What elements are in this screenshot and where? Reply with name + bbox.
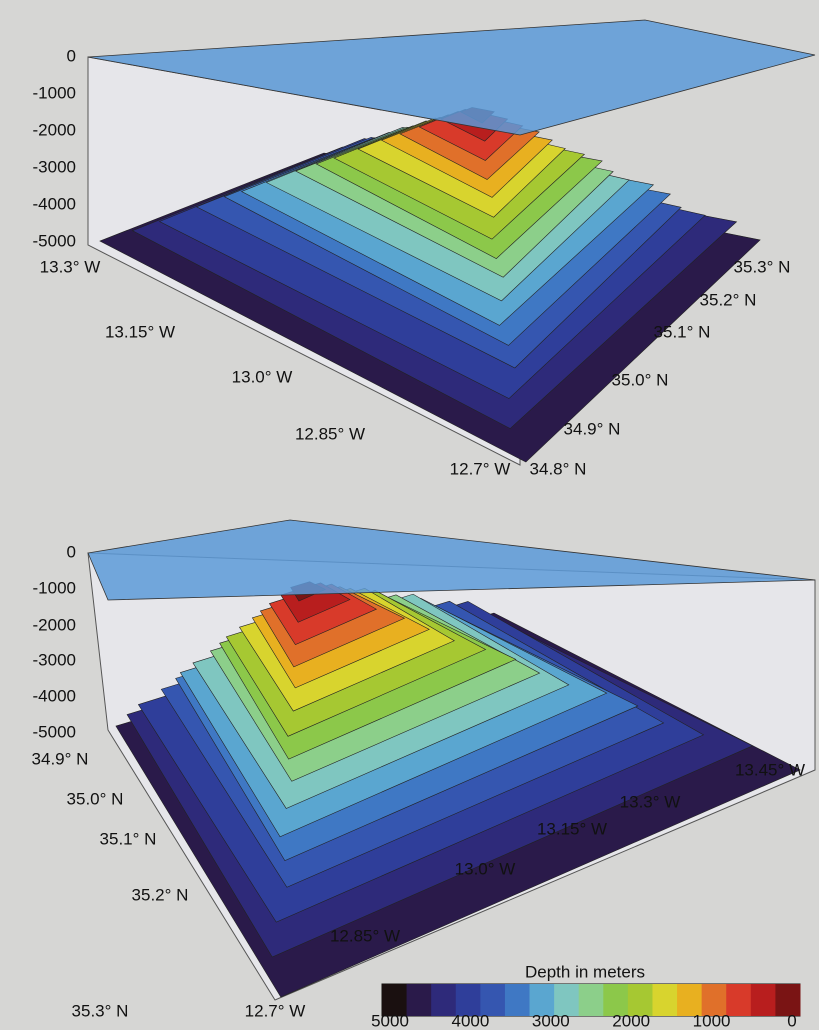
axis-label: 0 — [67, 46, 76, 65]
axis-label: -3000 — [33, 650, 76, 669]
colorbar-swatch — [431, 984, 457, 1016]
colorbar-swatch — [382, 984, 408, 1016]
axis-label: -4000 — [33, 194, 76, 213]
axis-label: -5000 — [33, 722, 76, 741]
axis-label: -2000 — [33, 615, 76, 634]
colorbar-title: Depth in meters — [525, 962, 645, 981]
axis-label: -1000 — [33, 83, 76, 102]
colorbar-swatch — [701, 984, 727, 1016]
axis-label: 34.9° N — [32, 749, 89, 768]
axis-label: 12.7° W — [450, 459, 511, 478]
axis-label: -5000 — [33, 231, 76, 250]
axis-label: 12.85° W — [330, 926, 400, 945]
axis-label: 34.9° N — [564, 419, 621, 438]
colorbar-tick-label: 0 — [787, 1011, 796, 1030]
colorbar-swatch — [406, 984, 432, 1016]
axis-label: 13.0° W — [455, 859, 516, 878]
colorbar-swatch — [603, 984, 629, 1016]
colorbar-swatch — [529, 984, 555, 1016]
colorbar-tick-label: 4000 — [451, 1011, 489, 1030]
axis-label: 34.8° N — [530, 459, 587, 478]
top-panel: 0 -1000 -2000 -3000 -4000 -5000 13.3° W 13.15° … — [33, 19, 816, 478]
colorbar-swatch — [578, 984, 604, 1016]
colorbar-swatch — [775, 984, 801, 1016]
axis-label: 35.2° N — [700, 290, 757, 309]
axis-label: 12.85° W — [295, 424, 365, 443]
axis-label: 13.3° W — [620, 792, 681, 811]
axis-label: 35.1° N — [100, 829, 157, 848]
axis-label: 35.3° N — [72, 1001, 129, 1020]
axis-label: -4000 — [33, 686, 76, 705]
sea-level-plane — [87, 519, 816, 601]
axis-label: 13.15° W — [105, 322, 175, 341]
axis-label: -1000 — [33, 578, 76, 597]
colorbar-swatch — [726, 984, 752, 1016]
colorbar-swatch — [455, 984, 481, 1016]
colorbar: Depth in meters 5000 4000 3000 2000 1000 0 — [371, 962, 801, 1030]
colorbar-swatch — [677, 984, 703, 1016]
axis-label: 13.3° W — [40, 257, 101, 276]
sea-level-plane — [87, 19, 816, 136]
colorbar-tick-label: 1000 — [693, 1011, 731, 1030]
axis-label: 13.45° W — [735, 760, 805, 779]
axis-label: 35.1° N — [654, 322, 711, 341]
axis-label: 0 — [67, 542, 76, 561]
colorbar-swatch — [504, 984, 531, 1016]
colorbar-tick-label: 5000 — [371, 1011, 409, 1030]
axis-label: -2000 — [33, 120, 76, 139]
axis-label: 35.0° N — [67, 789, 124, 808]
axis-label: 35.2° N — [132, 885, 189, 904]
colorbar-swatch — [480, 984, 506, 1016]
colorbar-tick-label: 2000 — [612, 1011, 650, 1030]
bottom-panel: 0 -1000 -2000 -3000 -4000 -5000 34.9° N 35.0° N… — [32, 519, 816, 1020]
colorbar-swatch — [652, 984, 678, 1016]
colorbar-swatch — [554, 984, 580, 1016]
axis-label: 13.15° W — [537, 819, 607, 838]
axis-label: 12.7° W — [245, 1001, 306, 1020]
axis-label: 13.0° W — [232, 367, 293, 386]
colorbar-swatch — [750, 984, 776, 1016]
axis-label: 35.0° N — [612, 370, 669, 389]
colorbar-tick-label: 3000 — [532, 1011, 570, 1030]
axis-label: -3000 — [33, 157, 76, 176]
axis-label: 35.3° N — [734, 257, 791, 276]
colorbar-swatch — [627, 984, 653, 1016]
